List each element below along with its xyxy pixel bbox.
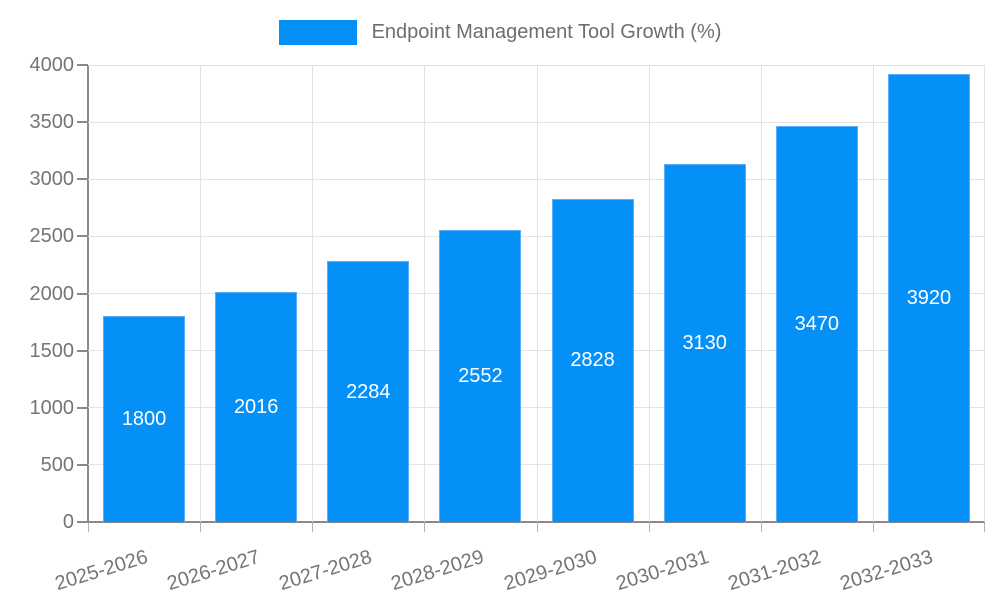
bar[interactable] [215, 291, 298, 522]
y-axis-tick-label: 0 [62, 511, 74, 533]
bar[interactable] [439, 230, 522, 522]
x-tick-mark [648, 523, 650, 532]
x-tick-mark [536, 523, 538, 532]
x-axis-tick-label: 2032-2033 [837, 546, 936, 596]
gridline-v [424, 65, 426, 522]
bar[interactable] [663, 164, 746, 522]
bar-value-label: 2552 [458, 365, 503, 388]
bar-value-label: 3920 [906, 287, 952, 310]
bar-value-label: 3130 [682, 332, 727, 355]
x-tick-mark [312, 523, 314, 532]
gridline-v [872, 65, 874, 522]
x-tick-mark [200, 523, 202, 532]
x-tick-mark [872, 523, 874, 532]
y-tick-mark [77, 521, 88, 523]
y-tick-mark [77, 235, 88, 238]
gridline-v [984, 65, 985, 522]
x-axis-tick-label: 2029-2030 [501, 546, 599, 596]
y-axis-tick-label: 3000 [29, 168, 75, 191]
bar-value-label: 2828 [570, 349, 615, 372]
bar[interactable] [103, 316, 186, 522]
x-axis-line [88, 521, 985, 523]
gridline-v [200, 65, 202, 522]
y-tick-mark [77, 178, 88, 181]
x-axis-tick-label: 2030-2031 [613, 546, 712, 596]
y-tick-mark [77, 121, 88, 124]
x-axis-tick-label: 2025-2026 [52, 546, 151, 596]
y-axis-tick-label: 500 [40, 453, 74, 476]
x-axis-tick-label: 2031-2032 [725, 546, 824, 596]
y-axis-line [87, 65, 89, 523]
gridline-v [760, 65, 762, 522]
y-tick-mark [77, 64, 88, 66]
legend-swatch [278, 20, 357, 45]
bar-value-label: 3470 [794, 312, 840, 335]
bar-value-label: 2284 [346, 380, 391, 403]
y-tick-mark [77, 463, 88, 466]
gridline-v [312, 65, 314, 522]
gridline-v [648, 65, 650, 522]
gridline-v [536, 65, 538, 522]
y-tick-mark [77, 292, 88, 295]
bar-value-label: 2016 [233, 395, 279, 418]
x-tick-mark [760, 523, 762, 532]
x-tick-mark [88, 523, 89, 532]
x-axis-tick-label: 2026-2027 [164, 546, 263, 596]
y-axis-tick-label: 3500 [29, 111, 75, 134]
legend-label: Endpoint Management Tool Growth (%) [371, 21, 722, 43]
x-tick-mark [424, 523, 426, 532]
bar-value-label: 1800 [121, 408, 167, 431]
y-axis-tick-label: 2000 [29, 282, 75, 305]
bar[interactable] [887, 74, 970, 522]
y-axis-tick-label: 1500 [29, 339, 75, 362]
bar[interactable] [775, 125, 858, 522]
y-axis-tick-label: 1000 [29, 396, 75, 419]
bar[interactable] [327, 261, 410, 522]
y-axis-tick-label: 4000 [29, 54, 75, 76]
legend[interactable]: Endpoint Management Tool Growth (%) [0, 20, 1000, 45]
y-axis-tick-label: 2500 [29, 225, 75, 248]
y-tick-mark [77, 349, 88, 352]
plot-area: 1800 2016 2284 2552 2828 3130 3470 3920 [88, 64, 985, 522]
y-tick-mark [77, 406, 88, 409]
x-tick-mark [984, 523, 985, 532]
x-axis-tick-label: 2027-2028 [276, 546, 375, 596]
x-axis-tick-label: 2028-2029 [388, 546, 487, 596]
bar[interactable] [551, 198, 634, 522]
